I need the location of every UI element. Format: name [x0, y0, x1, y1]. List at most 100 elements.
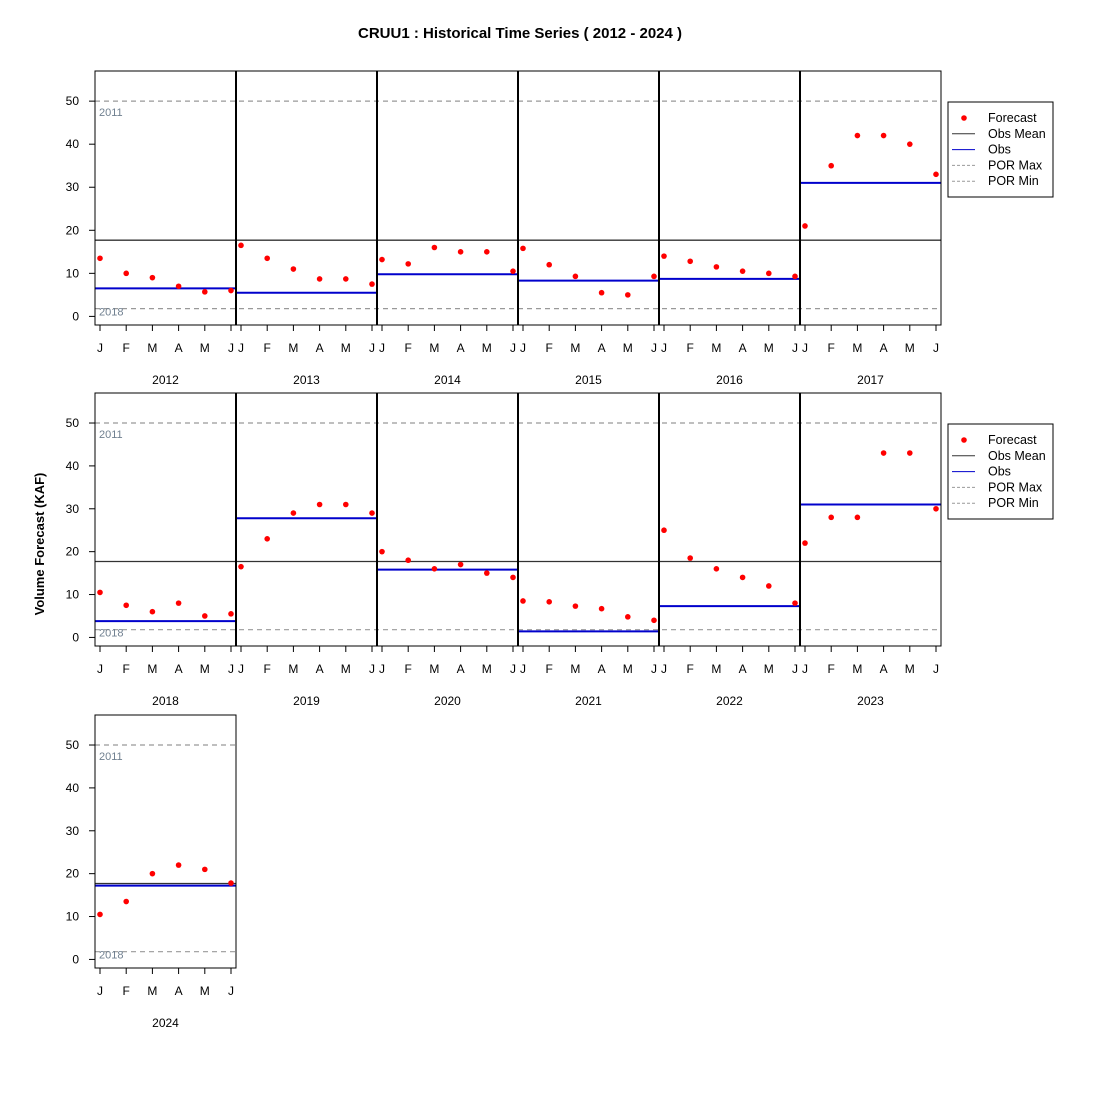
x-tick-label: J [651, 662, 657, 676]
forecast-point-2023-2 [828, 514, 834, 521]
panel-frame-2014 [376, 70, 519, 326]
year-label-2018: 2018 [152, 694, 179, 708]
forecast-point-2020-1 [379, 548, 385, 555]
x-tick-label: A [457, 662, 465, 676]
x-tick-label: F [546, 662, 553, 676]
year-label-2022: 2022 [716, 694, 743, 708]
forecast-point-2023-3 [854, 514, 861, 521]
forecast-point-2012-6 [228, 287, 234, 294]
forecast-point-2020-2 [405, 557, 412, 564]
forecast-point-2016-3 [713, 264, 720, 270]
forecast-point-2017-5 [907, 141, 913, 147]
panel-frame-2021 [517, 392, 660, 647]
x-tick-label: M [200, 984, 210, 998]
x-tick-label: J [802, 662, 808, 676]
x-tick-label: M [429, 662, 439, 676]
x-tick-label: M [905, 662, 915, 676]
x-tick-label: M [482, 341, 492, 355]
por-min-year-label: 2018 [99, 950, 123, 962]
x-tick-label: A [880, 341, 888, 355]
x-tick-label: F [546, 341, 553, 355]
forecast-point-2014-2 [405, 261, 412, 267]
forecast-point-2023-4 [880, 450, 887, 456]
forecast-point-2021-6 [651, 617, 657, 624]
y-axis-label: Volume Forecast (KAF) [32, 473, 47, 616]
x-tick-label: A [598, 341, 606, 355]
forecast-point-2016-1 [661, 253, 667, 259]
forecast-point-2020-5 [484, 570, 490, 576]
y-tick-label: 40 [66, 137, 80, 151]
forecast-point-2018-6 [228, 611, 234, 617]
x-tick-label: J [933, 341, 939, 355]
y-tick-label: 50 [66, 416, 80, 430]
x-tick-label: F [123, 341, 130, 355]
forecast-point-2018-4 [175, 600, 182, 606]
x-tick-label: A [316, 341, 324, 355]
x-tick-label: J [228, 341, 234, 355]
year-label-2016: 2016 [716, 373, 743, 387]
forecast-point-2019-6 [369, 510, 375, 516]
legend-forecast-marker [961, 115, 967, 121]
x-tick-label: M [288, 662, 298, 676]
x-tick-label: M [200, 662, 210, 676]
x-tick-label: F [123, 984, 130, 998]
x-tick-label: F [687, 341, 694, 355]
y-tick-label: 10 [66, 588, 80, 602]
x-tick-label: F [405, 662, 412, 676]
forecast-point-2024-2 [123, 898, 129, 905]
forecast-point-2015-2 [546, 261, 552, 268]
forecast-point-2017-6 [933, 171, 939, 178]
x-tick-label: A [457, 341, 465, 355]
x-tick-label: J [933, 662, 939, 676]
forecast-point-2017-3 [854, 132, 861, 139]
forecast-point-2014-6 [510, 268, 516, 274]
forecast-point-2022-2 [687, 555, 693, 561]
legend-forecast-marker [961, 437, 967, 443]
forecast-point-2022-5 [766, 583, 772, 589]
forecast-point-2012-2 [123, 270, 129, 277]
x-tick-label: M [482, 662, 492, 676]
forecast-point-2016-2 [687, 258, 693, 265]
x-tick-label: J [661, 662, 667, 676]
x-tick-label: J [520, 662, 526, 676]
legend-label-forecast: Forecast [988, 433, 1037, 447]
forecast-point-2017-1 [802, 223, 808, 229]
legend-label-obs: Obs [988, 143, 1011, 157]
panel-frame-2013 [235, 70, 378, 326]
plot-area: 2011 2018 J F M A M J 2012 J F M A M J 2013 J F M A M J 2014 J F… [66, 70, 942, 1030]
y-tick-label: 20 [66, 223, 80, 237]
por-min-year-label: 2018 [99, 628, 123, 640]
year-label-2021: 2021 [575, 694, 602, 708]
legend-label-por-min: POR Min [988, 174, 1039, 188]
x-tick-label: J [97, 341, 103, 355]
forecast-point-2016-6 [792, 273, 798, 280]
forecast-point-2023-6 [933, 505, 939, 512]
panel-frame-2017 [799, 70, 942, 326]
year-label-2024: 2024 [152, 1016, 179, 1030]
forecast-point-2024-3 [149, 870, 156, 877]
x-tick-label: M [570, 341, 580, 355]
x-tick-label: A [739, 662, 747, 676]
forecast-point-2019-1 [238, 563, 244, 570]
year-label-2014: 2014 [434, 373, 461, 387]
year-label-2012: 2012 [152, 373, 179, 387]
x-tick-label: M [711, 341, 721, 355]
x-tick-label: M [147, 662, 157, 676]
forecast-point-2015-6 [651, 273, 657, 280]
year-label-2013: 2013 [293, 373, 320, 387]
forecast-point-2019-3 [290, 510, 297, 516]
legend-label-por-max: POR Max [988, 158, 1043, 172]
panel-frame-2022 [658, 392, 801, 647]
x-tick-label: M [200, 341, 210, 355]
forecast-point-2024-5 [202, 866, 208, 873]
x-tick-label: A [598, 662, 606, 676]
y-tick-label: 0 [72, 309, 79, 323]
y-tick-label: 20 [66, 545, 80, 559]
panel-frame-2023 [799, 392, 942, 647]
forecast-point-2023-1 [802, 540, 808, 546]
x-tick-label: J [510, 662, 516, 676]
